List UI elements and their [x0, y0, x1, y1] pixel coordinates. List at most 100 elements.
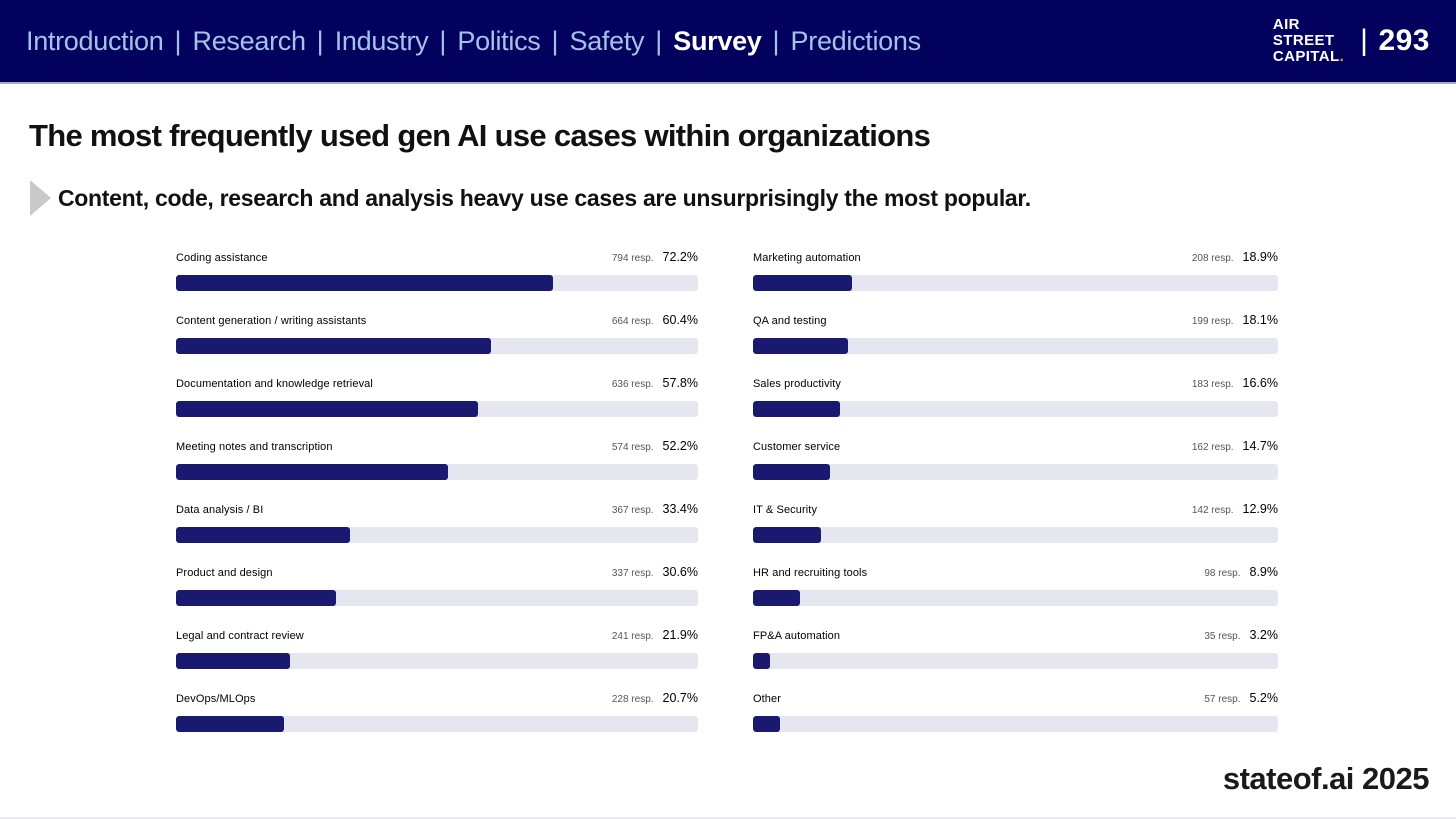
responses-count: 228 resp.: [611, 694, 654, 705]
bar-fill: [753, 716, 781, 732]
chart-row: IT & Security 142 resp. 12.9%: [753, 502, 1278, 543]
nav-separator: |: [551, 25, 559, 56]
category-label: QA and testing: [753, 315, 827, 327]
bar-fill: [176, 338, 492, 354]
bar-track: [753, 275, 1278, 291]
chart-row-header: Legal and contract review 241 resp. 21.9…: [176, 628, 698, 642]
bar-track: [176, 716, 698, 732]
responses-count: 636 resp.: [611, 379, 654, 390]
bar-fill: [753, 590, 800, 606]
bar-track: [753, 590, 1278, 606]
chart-row: Documentation and knowledge retrieval 63…: [176, 376, 698, 417]
percent-value: 12.9%: [1242, 502, 1278, 516]
bar-track: [176, 590, 698, 606]
chart-row-header: FP&A automation 35 resp. 3.2%: [753, 628, 1278, 642]
category-label: FP&A automation: [753, 630, 841, 642]
value-group: 57 resp. 5.2%: [1204, 691, 1278, 705]
percent-value: 21.9%: [662, 628, 698, 642]
bar-chart: Coding assistance 794 resp. 72.2% Conten…: [176, 250, 1456, 754]
bar-fill: [753, 527, 821, 543]
nav-separator: |: [174, 25, 182, 56]
bar-track: [176, 527, 698, 543]
percent-value: 3.2%: [1249, 628, 1279, 642]
percent-value: 20.7%: [662, 691, 698, 705]
chart-row: DevOps/MLOps 228 resp. 20.7%: [176, 691, 698, 732]
chart-row: Customer service 162 resp. 14.7%: [753, 439, 1278, 480]
value-group: 337 resp. 30.6%: [612, 565, 698, 579]
chart-row-header: Sales productivity 183 resp. 16.6%: [753, 376, 1278, 390]
nav-item-safety[interactable]: Safety: [569, 25, 645, 56]
bar-track: [176, 653, 698, 669]
percent-value: 14.7%: [1242, 439, 1278, 453]
bar-track: [753, 401, 1278, 417]
category-label: Content generation / writing assistants: [176, 315, 367, 327]
bar-track: [753, 653, 1278, 669]
category-label: Documentation and knowledge retrieval: [176, 378, 373, 390]
bar-track: [753, 464, 1278, 480]
chart-row: Content generation / writing assistants …: [176, 313, 698, 354]
bar-fill: [176, 716, 285, 732]
chart-row-header: Content generation / writing assistants …: [176, 313, 698, 327]
nav-item-research[interactable]: Research: [192, 25, 306, 56]
value-group: 183 resp. 16.6%: [1192, 376, 1278, 390]
bar-track: [176, 275, 698, 291]
chart-row: Product and design 337 resp. 30.6%: [176, 565, 698, 606]
page-number-separator: |: [1360, 24, 1369, 57]
chart-row-header: HR and recruiting tools 98 resp. 8.9%: [753, 565, 1278, 579]
category-label: Legal and contract review: [176, 630, 304, 642]
nav-item-politics[interactable]: Politics: [457, 25, 541, 56]
nav-item-survey[interactable]: Survey: [673, 25, 762, 56]
category-label: DevOps/MLOps: [176, 693, 256, 705]
percent-value: 18.9%: [1242, 250, 1278, 264]
bottom-divider: [0, 817, 1456, 819]
percent-value: 33.4%: [662, 502, 698, 516]
top-bar: Introduction | Research | Industry | Politics |…: [0, 0, 1456, 82]
responses-count: 208 resp.: [1191, 253, 1234, 264]
responses-count: 367 resp.: [611, 505, 654, 516]
bar-fill: [753, 464, 831, 480]
chart-row: Sales productivity 183 resp. 16.6%: [753, 376, 1278, 417]
chart-row: FP&A automation 35 resp. 3.2%: [753, 628, 1278, 669]
value-group: 241 resp. 21.9%: [612, 628, 698, 642]
nav-item-introduction[interactable]: Introduction: [26, 25, 164, 56]
bar-fill: [176, 275, 553, 291]
brand-block: AIR STREET CAPITAL. | 293: [1273, 17, 1430, 65]
stateofai-wordmark: stateof.ai 2025: [1222, 761, 1430, 796]
responses-count: 98 resp.: [1204, 568, 1241, 579]
bar-track: [753, 716, 1278, 732]
chart-row: Data analysis / BI 367 resp. 33.4%: [176, 502, 698, 543]
percent-value: 16.6%: [1242, 376, 1278, 390]
responses-count: 337 resp.: [611, 568, 654, 579]
bar-fill: [176, 464, 449, 480]
nav-item-predictions[interactable]: Predictions: [790, 25, 922, 56]
page-number-value: 293: [1378, 24, 1430, 57]
category-label: HR and recruiting tools: [753, 567, 868, 579]
bar-fill: [753, 275, 853, 291]
page-number: | 293: [1360, 24, 1430, 58]
chart-row-header: Product and design 337 resp. 30.6%: [176, 565, 698, 579]
page-title: The most frequently used gen AI use case…: [29, 118, 931, 153]
responses-count: 183 resp.: [1191, 379, 1234, 390]
bar-fill: [176, 527, 351, 543]
chart-row-header: Meeting notes and transcription 574 resp…: [176, 439, 698, 453]
nav-separator: |: [316, 25, 324, 56]
value-group: 636 resp. 57.8%: [612, 376, 698, 390]
bar-fill: [176, 653, 291, 669]
category-label: Coding assistance: [176, 252, 268, 264]
value-group: 664 resp. 60.4%: [612, 313, 698, 327]
percent-value: 18.1%: [1242, 313, 1278, 327]
chart-row: Marketing automation 208 resp. 18.9%: [753, 250, 1278, 291]
responses-count: 794 resp.: [611, 253, 654, 264]
bar-fill: [176, 590, 336, 606]
main-nav: Introduction | Research | Industry | Politics |…: [26, 26, 921, 57]
logo-dot: .: [1339, 48, 1345, 65]
nav-item-industry[interactable]: Industry: [334, 25, 429, 56]
percent-value: 52.2%: [662, 439, 698, 453]
chart-row: Other 57 resp. 5.2%: [753, 691, 1278, 732]
bar-track: [753, 527, 1278, 543]
chart-row-header: Marketing automation 208 resp. 18.9%: [753, 250, 1278, 264]
value-group: 162 resp. 14.7%: [1192, 439, 1278, 453]
nav-separator: |: [439, 25, 447, 56]
value-group: 228 resp. 20.7%: [612, 691, 698, 705]
nav-separator: |: [655, 25, 663, 56]
